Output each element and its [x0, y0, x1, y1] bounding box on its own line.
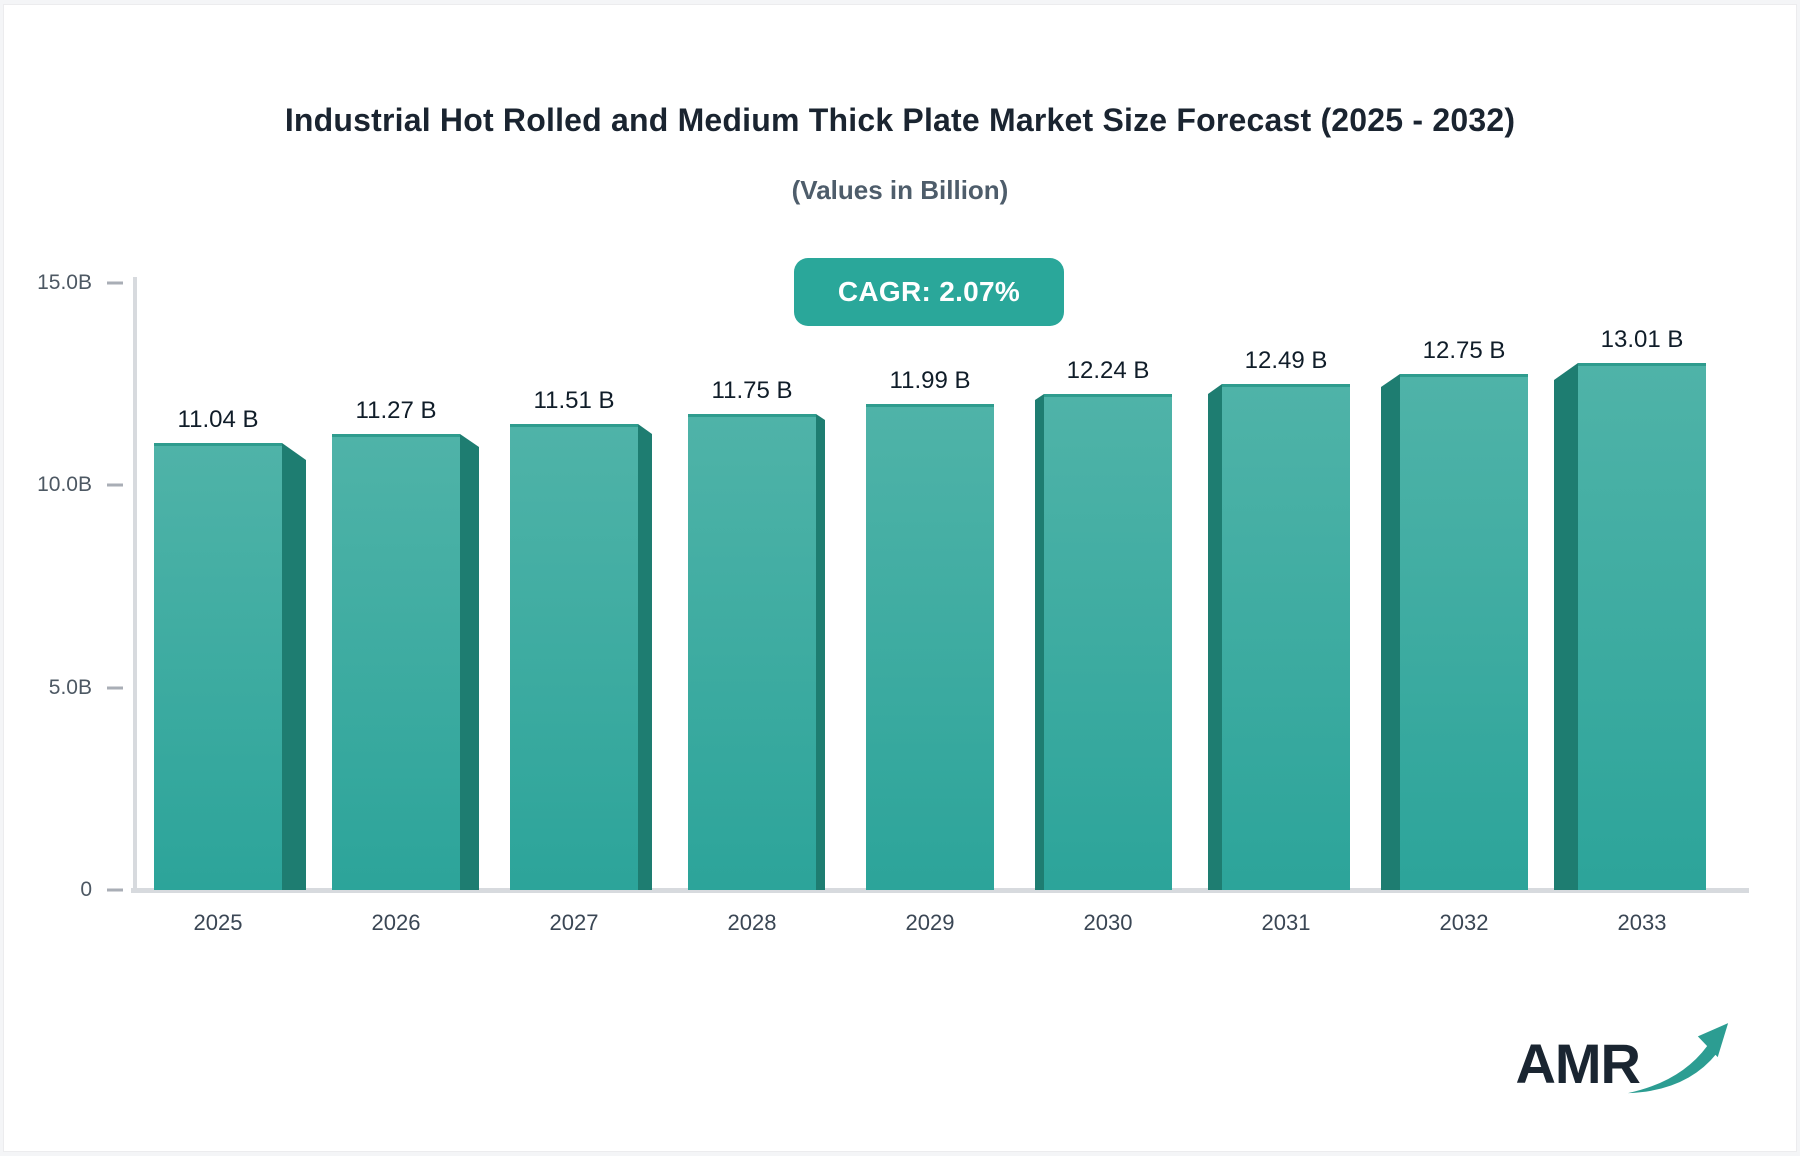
bar-value-label-2030: 12.24 B: [1066, 357, 1150, 384]
x-tick-label-2029: 2029: [905, 910, 955, 935]
y-axis-line: [133, 277, 137, 892]
chart-card: Industrial Hot Rolled and Medium Thick P…: [3, 4, 1797, 1152]
y-tick-dash: [107, 686, 123, 689]
bar-value-label-2033: 13.01 B: [1600, 326, 1684, 353]
bar-2033: [1578, 363, 1706, 890]
x-tick-label-2028: 2028: [727, 910, 777, 935]
y-tick-label: 15.0B: [37, 270, 92, 294]
bar-value-label-2029: 11.99 B: [889, 367, 971, 394]
bar-2031: [1222, 384, 1350, 890]
y-tick-dash: [107, 888, 123, 892]
y-tick-label: 10.0B: [37, 473, 92, 496]
bar-side-2028: [816, 414, 825, 890]
amr-logo-text: AMR: [1515, 1031, 1641, 1095]
bar-2029: [866, 404, 994, 890]
bar-value-label-2026: 11.27 B: [355, 397, 437, 424]
x-tick-label-2031: 2031: [1261, 910, 1311, 935]
amr-logo: AMR: [1515, 1023, 1730, 1099]
chart-subtitle: (Values in Billion): [791, 175, 1009, 205]
x-tick-label-2032: 2032: [1439, 910, 1489, 935]
y-tick-label: 0: [80, 878, 92, 901]
x-tick-label-2027: 2027: [549, 910, 599, 935]
bar-2027: [510, 424, 638, 890]
bar-side-2033: [1554, 363, 1578, 890]
cagr-badge: CAGR: 2.07%: [794, 258, 1064, 326]
bar-value-label-2028: 11.75 B: [711, 377, 793, 404]
bar-2028: [688, 414, 816, 890]
bar-side-2027: [638, 424, 652, 890]
y-tick-dash: [107, 281, 123, 284]
x-tick-label-2025: 2025: [193, 910, 243, 935]
bar-2025: [154, 443, 282, 890]
x-axis-line: [131, 888, 1749, 893]
bar-2030: [1044, 394, 1172, 890]
bar-value-label-2027: 11.51 B: [533, 387, 615, 414]
bar-value-label-2031: 12.49 B: [1244, 347, 1328, 374]
y-tick-label: 5.0B: [48, 675, 92, 699]
bar-value-label-2032: 12.75 B: [1422, 337, 1506, 364]
bar-side-2031: [1208, 384, 1222, 890]
amr-logo-arrow-icon: [1627, 1023, 1729, 1094]
bar-2026: [332, 434, 460, 890]
bar-side-2026: [460, 434, 479, 890]
chart-title: Industrial Hot Rolled and Medium Thick P…: [284, 102, 1516, 138]
bar-side-2030: [1035, 394, 1044, 890]
plot-area: 0 5.0B 10.0B 15.0B 11.04 B 2025 11.27 B 2026 11.…: [4, 5, 1796, 1151]
bar-value-label-2025: 11.04 B: [177, 406, 259, 433]
bar-2032: [1400, 374, 1528, 890]
cagr-badge-label: CAGR: 2.07%: [837, 276, 1021, 307]
y-tick-dash: [107, 483, 123, 487]
x-tick-label-2030: 2030: [1083, 910, 1133, 935]
x-tick-label-2033: 2033: [1617, 910, 1667, 935]
bar-side-2032: [1381, 374, 1400, 890]
x-tick-label-2026: 2026: [371, 910, 421, 935]
bar-side-2025: [282, 443, 306, 890]
